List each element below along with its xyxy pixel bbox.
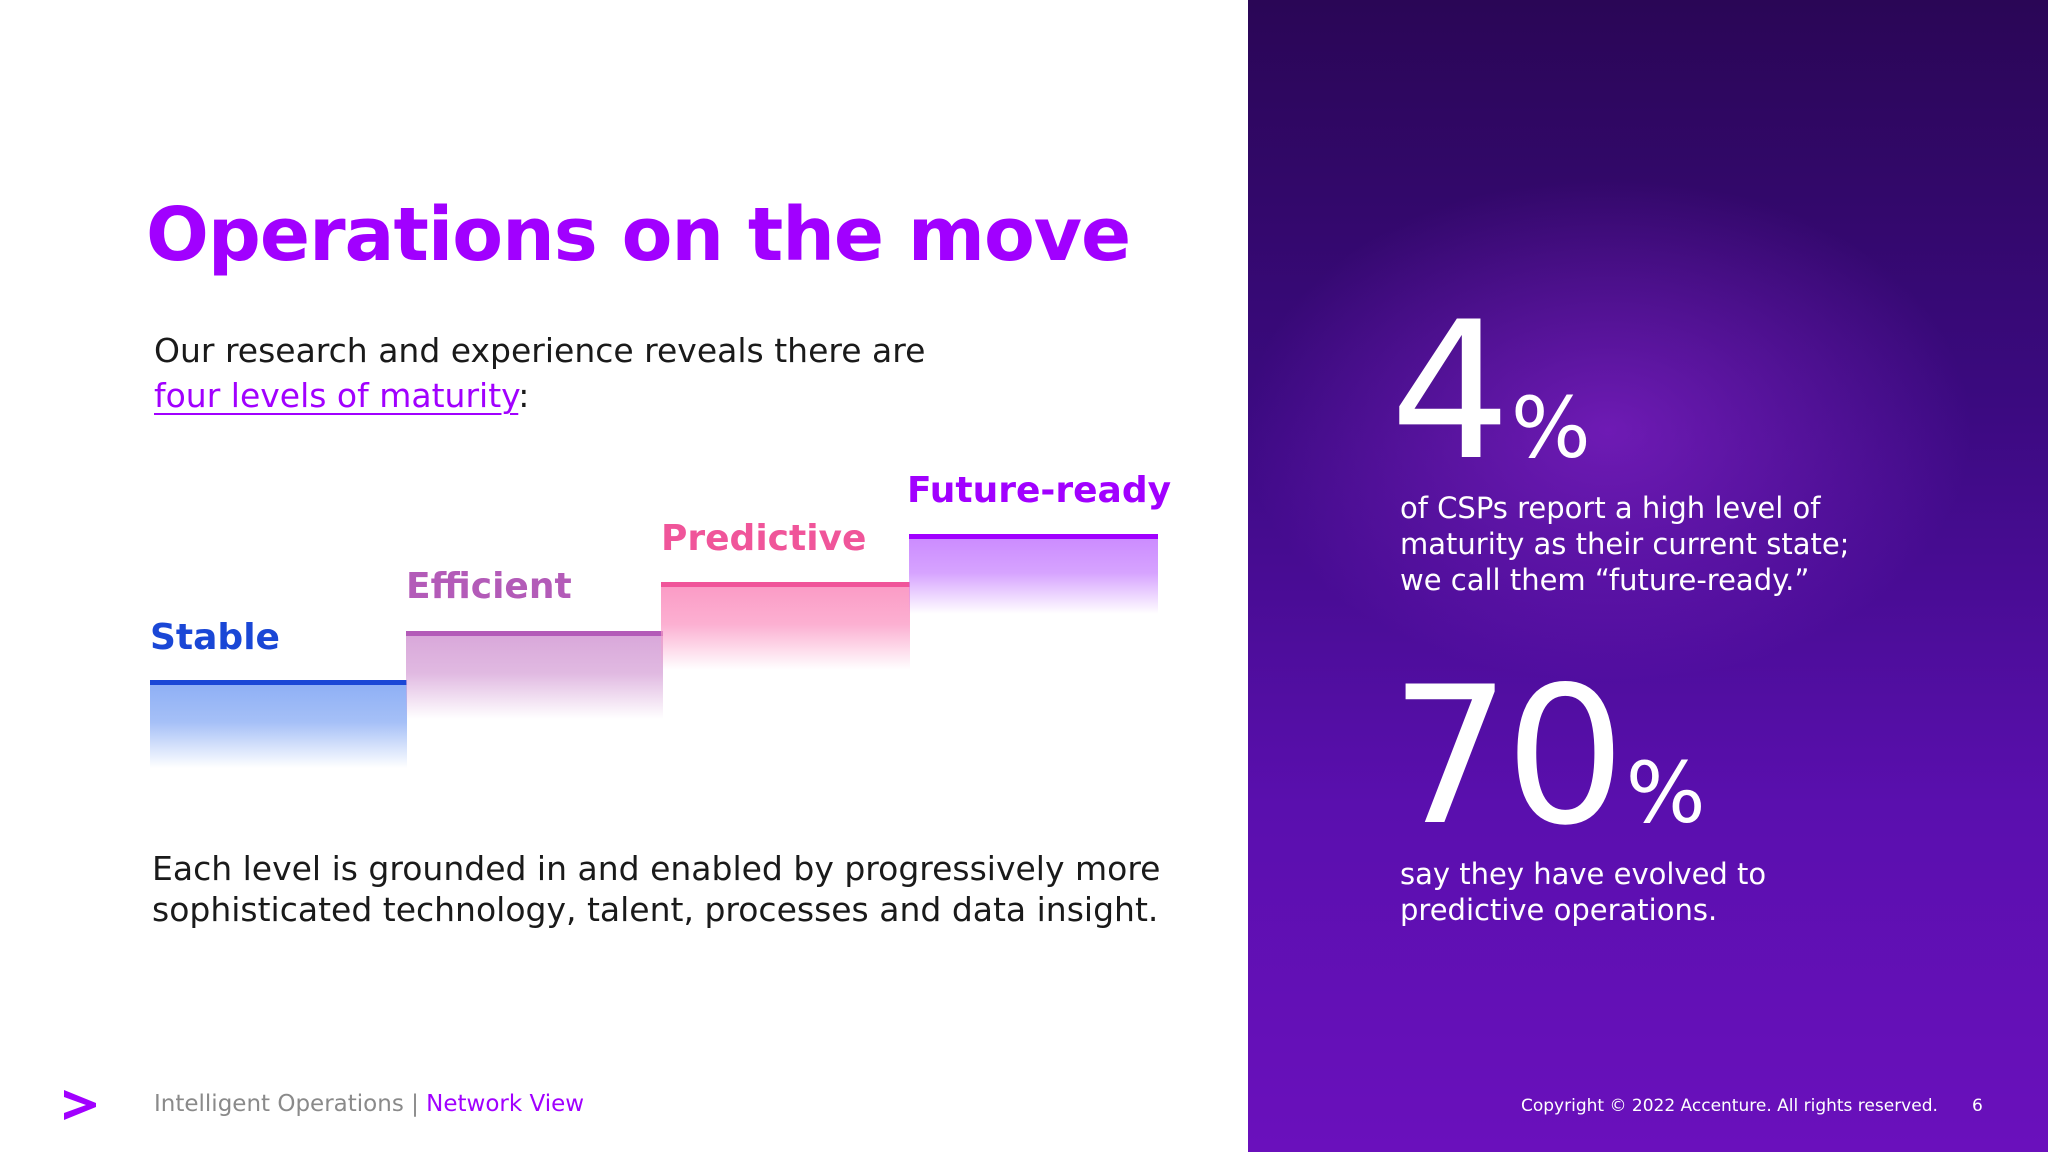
stat-predictive-number: 70% [1390,662,1706,852]
stat-future-ready-text: of CSPs report a high level of maturity … [1400,490,1920,598]
accenture-chevron-icon [64,1090,96,1120]
levels-description-line: Each level is grounded in and enabled by… [152,849,1161,888]
step-label-stable: Stable [150,617,280,658]
intro-colon: : [518,376,530,415]
step-label-efficient: Efficient [406,566,572,607]
left-panel: Operations on the move Our research and … [64,192,1212,1120]
maturity-levels-link[interactable]: four levels of maturity [154,376,519,415]
stat-unit: % [1625,744,1706,842]
stat-value: 4 [1390,281,1511,502]
page-number: 6 [1972,1096,1983,1116]
stat-predictive-text: say they have evolved to predictive oper… [1400,856,1920,928]
step-label-predictive: Predictive [661,518,867,559]
stat-text-line: we call them “future-ready.” [1400,563,1810,597]
footer-section-accent: Network View [426,1091,585,1117]
stat-value: 70 [1390,646,1626,867]
step-block-efficient [406,631,663,719]
stat-text-line: maturity as their current state; [1400,527,1850,561]
levels-description-line: sophisticated technology, talent, proces… [152,890,1159,929]
stats-panel [1248,0,2048,1152]
page-title: Operations on the move [146,192,1131,278]
step-label-future-ready: Future-ready [907,470,1172,511]
intro-line: Our research and experience reveals ther… [154,331,926,370]
footer-section: Intelligent Operations | Network View [154,1091,584,1117]
stat-text-line: of CSPs report a high level of [1400,491,1821,525]
intro-text: Our research and experience reveals ther… [154,328,1054,418]
step-block-predictive [661,582,910,670]
copyright-notice: Copyright © 2022 Accenture. All rights r… [1521,1096,1938,1116]
stat-text-line: predictive operations. [1400,893,1718,927]
stat-future-ready-number: 4% [1390,297,1591,487]
step-block-future-ready [909,534,1158,614]
levels-description: Each level is grounded in and enabled by… [152,848,1212,930]
footer-section-name: Intelligent Operations | [154,1091,427,1117]
stat-unit: % [1510,379,1591,477]
stat-text-line: say they have evolved to [1400,857,1767,891]
step-block-stable [150,680,407,768]
